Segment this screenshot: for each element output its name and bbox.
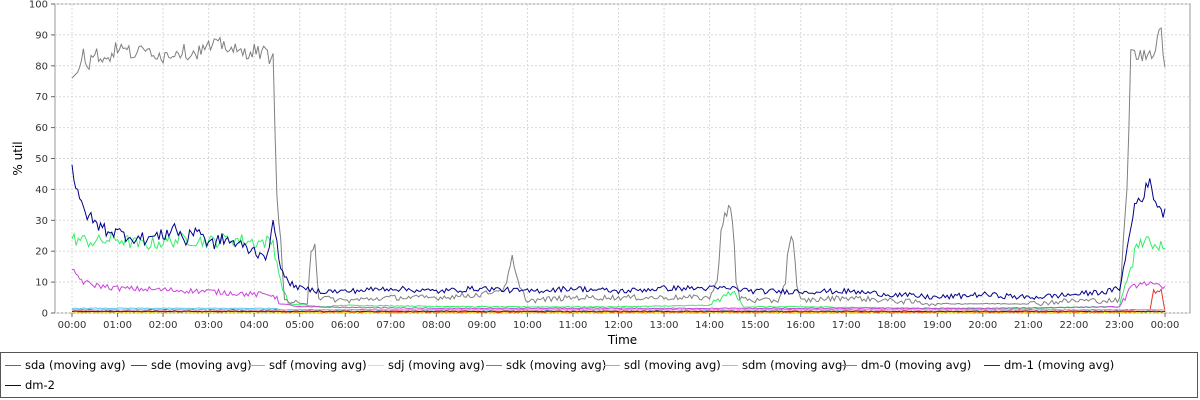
y-axis-title: % util [11, 141, 25, 175]
legend-swatch [131, 364, 147, 366]
axes: 0 10 20 30 40 50 60 70 80 90 100 00:00 01:00 02:00 03:… [29, 0, 1180, 331]
x-tick-label: 06:00 [331, 320, 360, 331]
x-tick-label: 03:00 [194, 320, 223, 331]
legend-item: sdk (moving avg) [486, 356, 606, 374]
legend-label: sde (moving avg) [151, 358, 252, 372]
legend-item: dm-2 [5, 376, 55, 394]
legend-swatch [368, 364, 384, 366]
x-tick-label: 20:00 [968, 320, 997, 331]
x-tick-label: 01:00 [103, 320, 132, 331]
x-tick-label: 04:00 [240, 320, 269, 331]
y-tick-label: 100 [29, 0, 48, 11]
legend-label: sdf (moving avg) [269, 358, 367, 372]
series-line-8 [71, 27, 1166, 307]
legend-label: dm-2 [25, 378, 55, 392]
legend-swatch [249, 364, 265, 366]
legend-swatch [5, 384, 21, 386]
legend-item: sdm (moving avg) [722, 356, 847, 374]
y-tick-label: 80 [35, 61, 48, 72]
y-tick-label: 90 [35, 30, 48, 41]
legend-label: sdk (moving avg) [506, 358, 607, 372]
legend-label: sdm (moving avg) [742, 358, 847, 372]
x-tick-label: 02:00 [149, 320, 178, 331]
legend-swatch [841, 364, 857, 366]
x-tick-label: 07:00 [376, 320, 405, 331]
legend-label: sda (moving avg) [25, 358, 126, 372]
legend-item: sdj (moving avg) [368, 356, 485, 374]
series-layer [71, 27, 1166, 314]
y-tick-label: 70 [35, 92, 48, 103]
y-tick-label: 60 [35, 123, 48, 134]
x-tick-label: 00:00 [58, 320, 87, 331]
x-tick-label: 17:00 [832, 320, 861, 331]
x-axis-title: Time [607, 333, 637, 347]
legend-label: dm-1 (moving avg) [1004, 358, 1115, 372]
grid-lines [55, 3, 1190, 314]
y-tick-label: 0 [42, 309, 48, 320]
x-tick-label: 18:00 [877, 320, 906, 331]
series-line-5 [71, 268, 1166, 310]
x-tick-label: 13:00 [650, 320, 679, 331]
legend-swatch [486, 364, 502, 366]
legend-item: dm-0 (moving avg) [841, 356, 971, 374]
y-tick-label: 10 [35, 278, 48, 289]
legend-label: sdl (moving avg) [624, 358, 721, 372]
x-tick-label: 09:00 [467, 320, 496, 331]
series-line-10 [71, 164, 1166, 301]
x-tick-label: 11:00 [559, 320, 588, 331]
x-tick-label: 23:00 [1105, 320, 1134, 331]
x-tick-label: 15:00 [741, 320, 770, 331]
y-tick-label: 30 [35, 216, 48, 227]
legend-item: sdf (moving avg) [249, 356, 367, 374]
legend-swatch [5, 364, 21, 366]
x-tick-label: 08:00 [422, 320, 451, 331]
x-tick-label: 00:00 [1151, 320, 1180, 331]
legend: sda (moving avg) sde (moving avg) sdf (mov… [0, 352, 1198, 398]
x-tick-label: 14:00 [695, 320, 724, 331]
x-tick-label: 21:00 [1014, 320, 1043, 331]
x-tick-label: 12:00 [604, 320, 633, 331]
legend-label: sdj (moving avg) [388, 358, 485, 372]
x-tick-label: 19:00 [923, 320, 952, 331]
legend-item: dm-1 (moving avg) [984, 356, 1114, 374]
x-tick-label: 05:00 [285, 320, 314, 331]
legend-item: sda (moving avg) [5, 356, 126, 374]
legend-swatch [722, 364, 738, 366]
legend-swatch [984, 364, 1000, 366]
y-tick-label: 20 [35, 247, 48, 258]
line-chart: 0 10 20 30 40 50 60 70 80 90 100 00:00 01:00 02:00 03:… [11, 0, 1191, 347]
legend-swatch [604, 364, 620, 366]
legend-label: dm-0 (moving avg) [861, 358, 972, 372]
y-tick-label: 40 [35, 185, 48, 196]
y-tick-label: 50 [35, 154, 48, 165]
legend-item: sde (moving avg) [131, 356, 252, 374]
x-tick-label: 22:00 [1060, 320, 1089, 331]
legend-item: sdl (moving avg) [604, 356, 721, 374]
series-line-7 [71, 308, 1166, 311]
x-tick-label: 10:00 [513, 320, 542, 331]
series-line-9 [71, 310, 1166, 313]
x-tick-label: 16:00 [786, 320, 815, 331]
